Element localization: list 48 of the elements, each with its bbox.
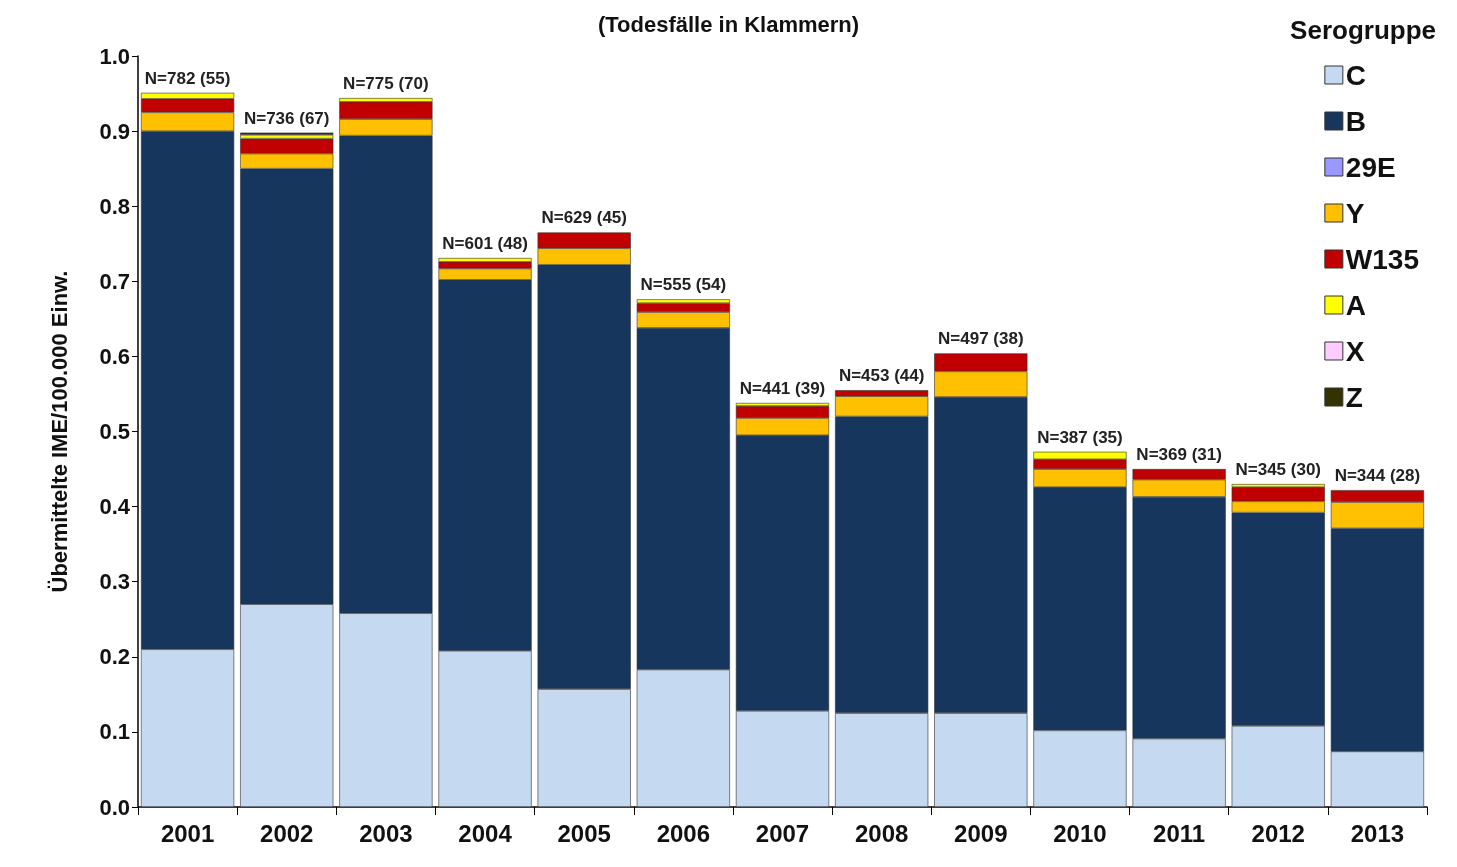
y-tick-label: 0.8 [99,193,130,219]
x-tick-label: 2002 [260,819,314,847]
total-label: N=497 (38) [938,329,1024,349]
total-label: N=629 (45) [541,208,627,228]
total-label: N=387 (35) [1037,427,1123,447]
total-label: N=345 (30) [1235,460,1322,480]
legend-title: Serogruppe [1290,15,1437,45]
x-tick-label: 2001 [160,819,215,847]
chart-title: (Todesfälle in Klammern) [597,11,860,37]
y-tick-label: 1.0 [99,43,130,69]
y-tick-label: 0.9 [99,118,130,144]
y-tick-label: 0.4 [99,494,131,520]
x-tick-label: 2008 [854,819,909,847]
legend-label: W135 [1345,243,1420,275]
total-label: N=441 (39) [739,378,826,398]
y-tick-label: 0.0 [99,794,130,820]
total-label: N=782 (55) [144,68,231,88]
total-label: N=736 (67) [243,108,330,128]
y-tick-label: 0.7 [99,268,130,294]
total-label: N=453 (44) [838,366,925,386]
x-tick-label: 2006 [656,819,711,847]
y-tick-label: 0.1 [99,719,130,745]
y-axis-title: Übermittelte IME/100.000 Einw. [46,270,72,593]
y-tick-label: 0.2 [99,644,130,670]
x-tick-label: 2010 [1053,819,1107,847]
total-label: N=344 (28) [1334,466,1421,486]
y-tick-label: 0.3 [99,569,130,595]
x-tick-label: 2012 [1251,819,1305,847]
legend-label: B [1345,105,1367,137]
x-tick-label: 2003 [359,819,413,847]
x-tick-label: 2007 [755,819,810,847]
legend-label: Z [1345,381,1363,413]
x-tick-label: 2013 [1350,819,1405,847]
total-label: N=369 (31) [1136,445,1222,465]
total-label: N=555 (54) [640,275,727,295]
x-tick-label: 2011 [1153,819,1206,847]
x-tick-label: 2004 [458,819,513,847]
legend-label: C [1345,59,1367,91]
total-label: N=601 (48) [442,234,528,254]
legend-label: 29E [1345,151,1396,183]
total-label: N=775 (70) [343,74,429,94]
y-tick-label: 0.5 [99,419,130,444]
legend-label: X [1345,335,1365,367]
legend-label: A [1345,289,1367,321]
x-tick-label: 2009 [954,819,1008,847]
y-tick-label: 0.6 [99,343,130,369]
x-tick-label: 2005 [557,819,611,847]
legend-label: Y [1345,197,1365,229]
